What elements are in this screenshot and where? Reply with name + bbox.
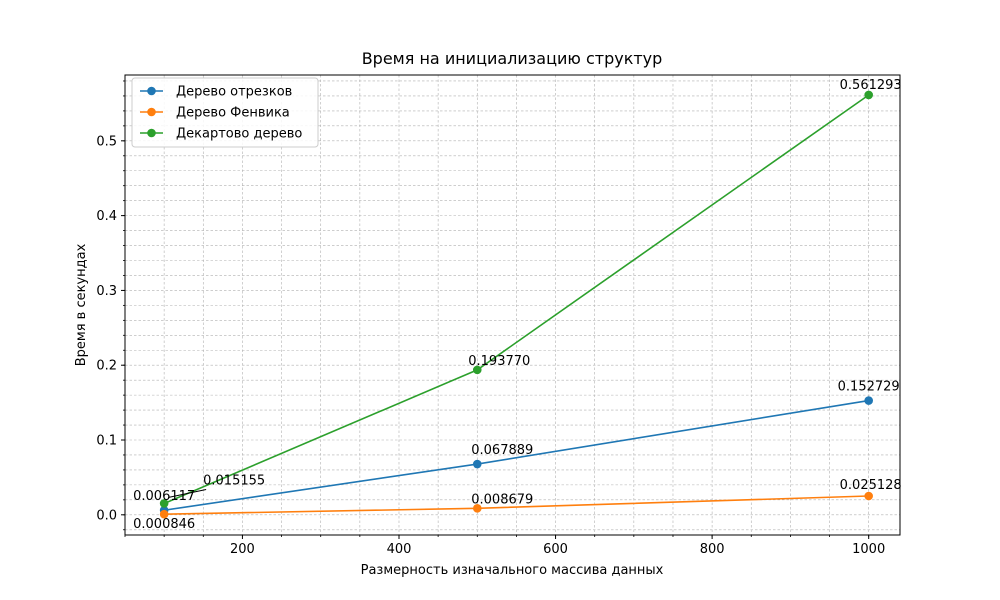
series-1-data-label: 0.067889 xyxy=(471,443,533,458)
series-3-data-label: 0.193770 xyxy=(468,354,530,369)
series-1-data-label: 0.152729 xyxy=(838,380,900,395)
y-tick-label: 0.4 xyxy=(96,209,117,224)
y-tick-label: 0.0 xyxy=(96,508,117,523)
series-1-point xyxy=(864,396,873,405)
legend-label: Дерево отрезков xyxy=(176,85,292,100)
x-tick-label: 1000 xyxy=(852,542,885,557)
y-tick-label: 0.1 xyxy=(96,434,117,449)
x-tick-label: 800 xyxy=(700,542,725,557)
series-2-data-label: 0.000846 xyxy=(133,517,195,532)
series-1-data-label: 0.006117 xyxy=(133,489,195,504)
legend-label: Дерево Фенвика xyxy=(176,106,290,121)
y-tick-label: 0.5 xyxy=(96,134,117,149)
legend-marker xyxy=(147,108,156,117)
series-3-data-label: 0.561293 xyxy=(840,78,902,93)
y-tick-label: 0.2 xyxy=(96,359,117,374)
legend-label: Декартово дерево xyxy=(176,127,302,142)
x-tick-label: 600 xyxy=(543,542,568,557)
legend: Дерево отрезков Дерево Фенвика Декартово д… xyxy=(132,78,318,147)
y-tick-label: 0.3 xyxy=(96,284,117,299)
series-3-data-label: 0.015155 xyxy=(203,473,265,488)
legend-marker xyxy=(147,87,156,96)
x-tick-label: 200 xyxy=(230,542,255,557)
y-axis-label: Время в секундах xyxy=(74,243,89,366)
x-axis-label: Размерность изначального массива данных xyxy=(361,563,664,578)
x-tick-label: 400 xyxy=(387,542,412,557)
series-1-point xyxy=(473,460,482,469)
series-2-data-label: 0.008679 xyxy=(471,492,533,507)
legend-marker xyxy=(147,129,156,138)
chart-title: Время на инициализацию структур xyxy=(362,49,663,68)
series-2-data-label: 0.025128 xyxy=(840,478,902,493)
